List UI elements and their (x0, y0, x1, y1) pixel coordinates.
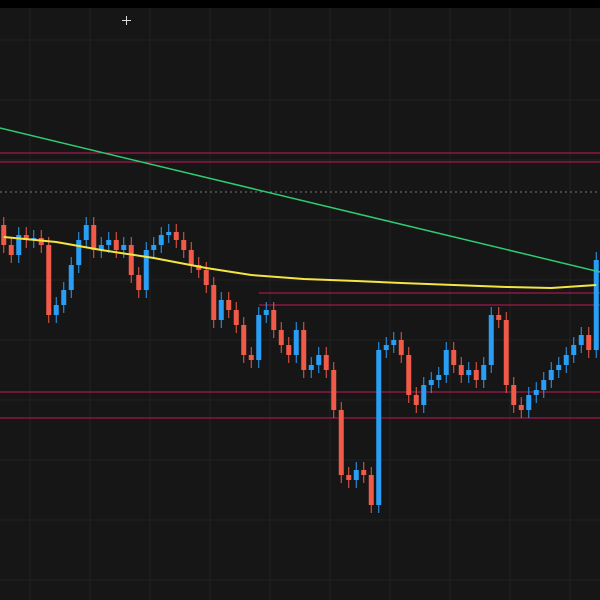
candle-body (203, 270, 209, 285)
candle-body (61, 290, 67, 305)
candle-body (593, 260, 599, 350)
top-bar (0, 0, 600, 8)
candle-body (76, 240, 82, 265)
candle-body (8, 245, 14, 255)
candle-body (338, 410, 344, 475)
candle-body (233, 310, 239, 325)
candle-body (106, 240, 112, 245)
candle-body (353, 470, 359, 480)
candle-body (263, 310, 269, 315)
candle-body (563, 355, 569, 365)
candle-body (53, 305, 59, 315)
candle-body (308, 365, 314, 370)
candle-body (436, 375, 442, 380)
candle-body (248, 355, 254, 360)
candle-body (98, 245, 104, 250)
candle-body (23, 235, 29, 240)
candle-body (361, 470, 367, 475)
candle-body (121, 245, 127, 250)
candle-body (586, 335, 592, 350)
candle-body (211, 285, 217, 320)
candle-body (496, 315, 502, 320)
candle-body (128, 245, 134, 275)
candle-body (91, 225, 97, 250)
candle-body (578, 335, 584, 345)
candle-body (428, 380, 434, 385)
candle-body (518, 405, 524, 410)
candle-body (173, 232, 179, 240)
moving-average (3, 236, 597, 290)
candle-body (286, 345, 292, 355)
trend-line (0, 127, 600, 273)
candle-body (346, 475, 352, 480)
candle-body (256, 315, 262, 360)
candle-body (151, 245, 157, 250)
candle-body (226, 300, 232, 310)
candle-body (143, 250, 149, 290)
candle-body (46, 245, 52, 315)
candle-body (68, 265, 74, 290)
grid (0, 8, 600, 600)
candle-body (511, 385, 517, 405)
candle-body (533, 390, 539, 395)
candle-body (136, 275, 142, 290)
candle-body (331, 370, 337, 410)
candle-body (548, 370, 554, 380)
candle-body (218, 300, 224, 320)
candle-body (301, 330, 307, 370)
candle-body (398, 340, 404, 355)
candle-body (376, 350, 382, 505)
candle-body (541, 380, 547, 390)
crosshair-cursor (122, 16, 131, 25)
candle-body (323, 355, 329, 370)
candle-body (181, 240, 187, 250)
candle-body (1, 225, 7, 245)
candle-body (481, 365, 487, 380)
candle-body (413, 395, 419, 405)
candle-body (488, 315, 494, 365)
candle-body (113, 240, 119, 250)
candle-body (293, 330, 299, 355)
candle-body (316, 355, 322, 365)
candle-body (241, 325, 247, 355)
candle-body (406, 355, 412, 395)
candle-body (278, 330, 284, 345)
candle-body (556, 365, 562, 370)
candle-body (271, 310, 277, 330)
candle-body (466, 370, 472, 375)
candle-body (391, 340, 397, 345)
candle-body (83, 225, 89, 240)
candle-body (368, 475, 374, 505)
candle-body (383, 345, 389, 350)
candle-body (158, 235, 164, 245)
candle-body (458, 365, 464, 375)
candle-body (166, 232, 172, 235)
candle-body (473, 370, 479, 380)
candle-body (16, 235, 22, 255)
candle-body (571, 345, 577, 355)
candle-body (451, 350, 457, 365)
candle-body (443, 350, 449, 375)
candle-body (421, 385, 427, 405)
candle-body (188, 250, 194, 265)
candle-body (526, 395, 532, 410)
candle-body (503, 320, 509, 385)
